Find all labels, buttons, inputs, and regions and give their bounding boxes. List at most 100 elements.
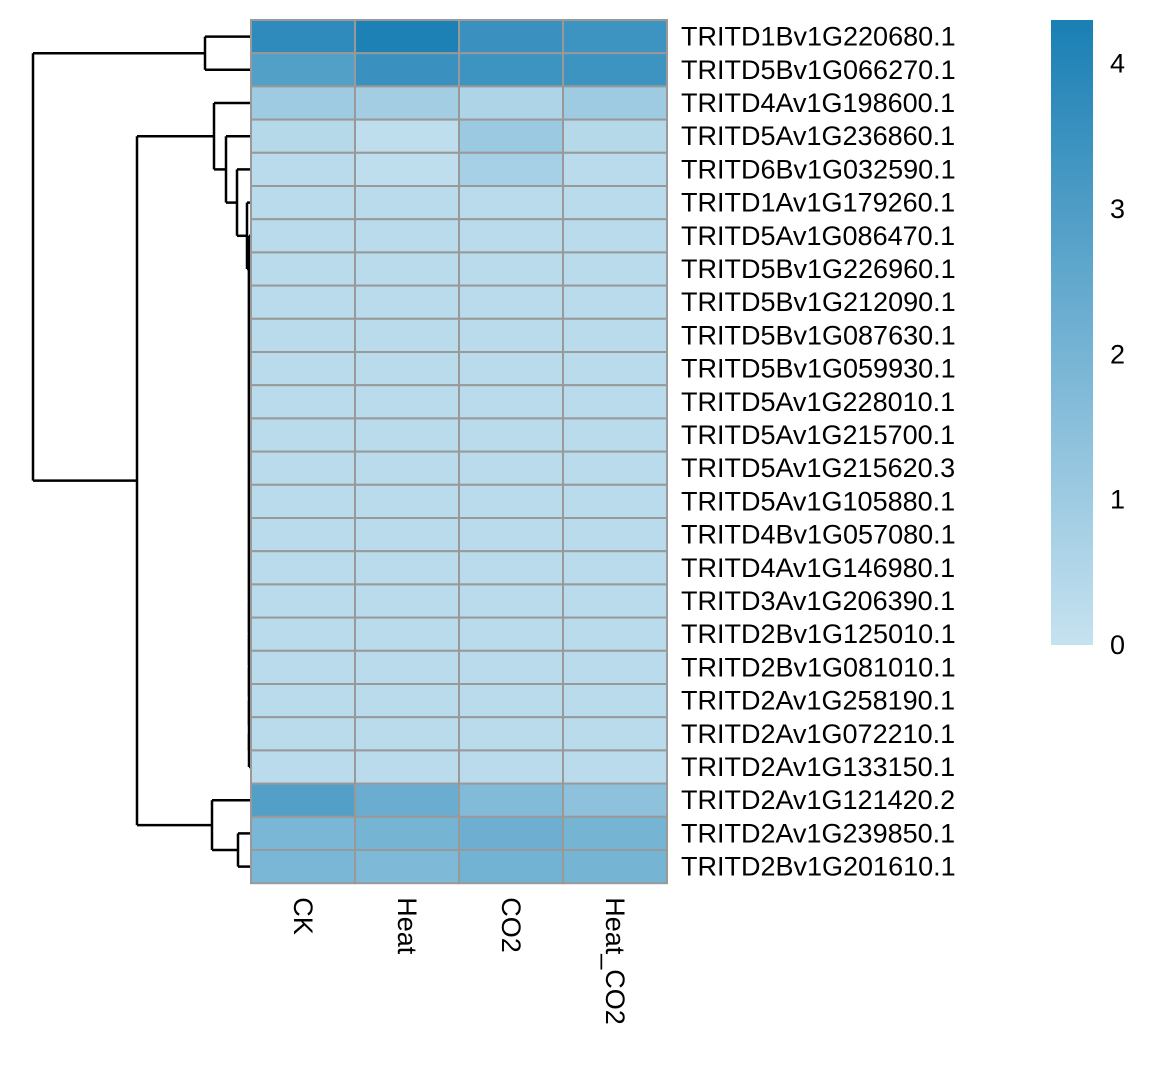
row-label: TRITD3Av1G206390.1: [681, 586, 955, 616]
column-label: CO2: [496, 897, 526, 953]
heatmap-cell: [354, 185, 460, 221]
heatmap-cell: [562, 849, 668, 885]
heatmap-cell: [562, 118, 668, 154]
heatmap-cell: [354, 616, 460, 652]
heatmap-cell: [250, 384, 356, 420]
column-label: Heat: [392, 897, 422, 955]
row-label: TRITD2Bv1G201610.1: [681, 852, 956, 882]
row-label: TRITD2Av1G239850.1: [681, 818, 955, 848]
heatmap-cell: [562, 749, 668, 785]
row-label: TRITD2Bv1G125010.1: [681, 619, 956, 649]
heatmap-cell: [354, 251, 460, 287]
legend-tick-label: 4: [1110, 49, 1125, 79]
heatmap-cell: [250, 251, 356, 287]
heatmap-cell: [354, 849, 460, 885]
heatmap-cell: [458, 683, 564, 719]
heatmap-cell: [562, 716, 668, 752]
heatmap-cell: [354, 85, 460, 121]
heatmap-cell: [458, 218, 564, 254]
heatmap-cell: [562, 815, 668, 851]
legend-tick-label: 1: [1110, 485, 1125, 515]
heatmap-cell: [250, 185, 356, 221]
heatmap-cell: [354, 218, 460, 254]
heatmap-cell: [354, 351, 460, 387]
heatmap-cell: [354, 284, 460, 320]
row-label: TRITD5Bv1G212090.1: [681, 287, 956, 317]
heatmap-cell: [354, 450, 460, 486]
heatmap-cell: [458, 550, 564, 586]
heatmap-cell: [250, 649, 356, 685]
heatmap-cell: [354, 683, 460, 719]
heatmap-cell: [562, 450, 668, 486]
heatmap-cell: [250, 616, 356, 652]
heatmap-cell: [562, 284, 668, 320]
heatmap-cell: [458, 782, 564, 818]
heatmap-cell: [562, 251, 668, 287]
heatmap-cell: [458, 417, 564, 453]
heatmap-cell: [458, 19, 564, 55]
heatmap-cell: [250, 351, 356, 387]
row-label: TRITD4Av1G146980.1: [681, 553, 955, 583]
row-label: TRITD5Av1G086470.1: [681, 221, 955, 251]
heatmap-cell: [458, 251, 564, 287]
legend-tick-label: 2: [1110, 339, 1125, 369]
legend-tick-label: 0: [1110, 630, 1125, 660]
heatmap-cell: [458, 118, 564, 154]
heatmap-cell: [354, 815, 460, 851]
row-label: TRITD5Av1G105880.1: [681, 486, 955, 516]
heatmap-cell: [250, 450, 356, 486]
heatmap-cell: [458, 151, 564, 188]
heatmap-cell: [458, 616, 564, 652]
heatmap-cell: [458, 317, 564, 353]
row-label: TRITD1Av1G179260.1: [681, 188, 955, 218]
heatmap-cell: [354, 151, 460, 188]
heatmap-cell: [250, 749, 356, 785]
heatmap-cell: [562, 417, 668, 453]
row-label: TRITD5Av1G215700.1: [681, 420, 955, 450]
heatmap-cells: [250, 19, 668, 885]
heatmap-cell: [250, 52, 356, 88]
heatmap-cell: [354, 19, 460, 55]
heatmap-cell: [562, 218, 668, 254]
heatmap-cell: [458, 815, 564, 851]
heatmap-cell: [250, 815, 356, 851]
heatmap-cell: [354, 384, 460, 420]
heatmap-cell: [354, 649, 460, 685]
heatmap-cell: [458, 483, 564, 519]
heatmap-cell: [250, 417, 356, 453]
row-labels: TRITD1Bv1G220680.1TRITD5Bv1G066270.1TRIT…: [681, 22, 956, 882]
heatmap-cell: [250, 118, 356, 154]
heatmap-cell: [562, 52, 668, 88]
column-labels: CK Heat CO2 Heat_CO2: [288, 897, 630, 1025]
row-label: TRITD6Bv1G032590.1: [681, 154, 956, 184]
heatmap-cell: [562, 384, 668, 420]
heatmap-cell: [458, 517, 564, 553]
heatmap-cell: [458, 849, 564, 885]
row-label: TRITD5Bv1G087630.1: [681, 320, 956, 350]
color-legend: 0 1 2 3 4: [1051, 20, 1125, 660]
heatmap-cell: [458, 384, 564, 420]
heatmap-cell: [354, 749, 460, 785]
heatmap-cell: [250, 849, 356, 885]
heatmap-cell: [250, 19, 356, 55]
row-label: TRITD5Av1G215620.3: [681, 453, 955, 483]
row-label: TRITD2Av1G072210.1: [681, 719, 955, 749]
row-label: TRITD2Bv1G081010.1: [681, 652, 956, 682]
heatmap-cell: [458, 52, 564, 88]
legend-color-bar: [1051, 20, 1093, 645]
heatmap-cell: [354, 583, 460, 619]
row-label: TRITD4Bv1G057080.1: [681, 520, 956, 550]
heatmap-cell: [250, 284, 356, 320]
heatmap-cell: [562, 351, 668, 387]
row-label: TRITD5Bv1G226960.1: [681, 254, 956, 284]
row-label: TRITD2Av1G258190.1: [681, 686, 955, 716]
heatmap-cell: [562, 583, 668, 619]
heatmap-cell: [250, 483, 356, 519]
row-label: TRITD1Bv1G220680.1: [681, 22, 956, 52]
heatmap-cell: [458, 351, 564, 387]
heatmap-cell: [354, 716, 460, 752]
heatmap-cell: [250, 517, 356, 553]
heatmap-cell: [250, 151, 356, 188]
heatmap-cell: [354, 517, 460, 553]
